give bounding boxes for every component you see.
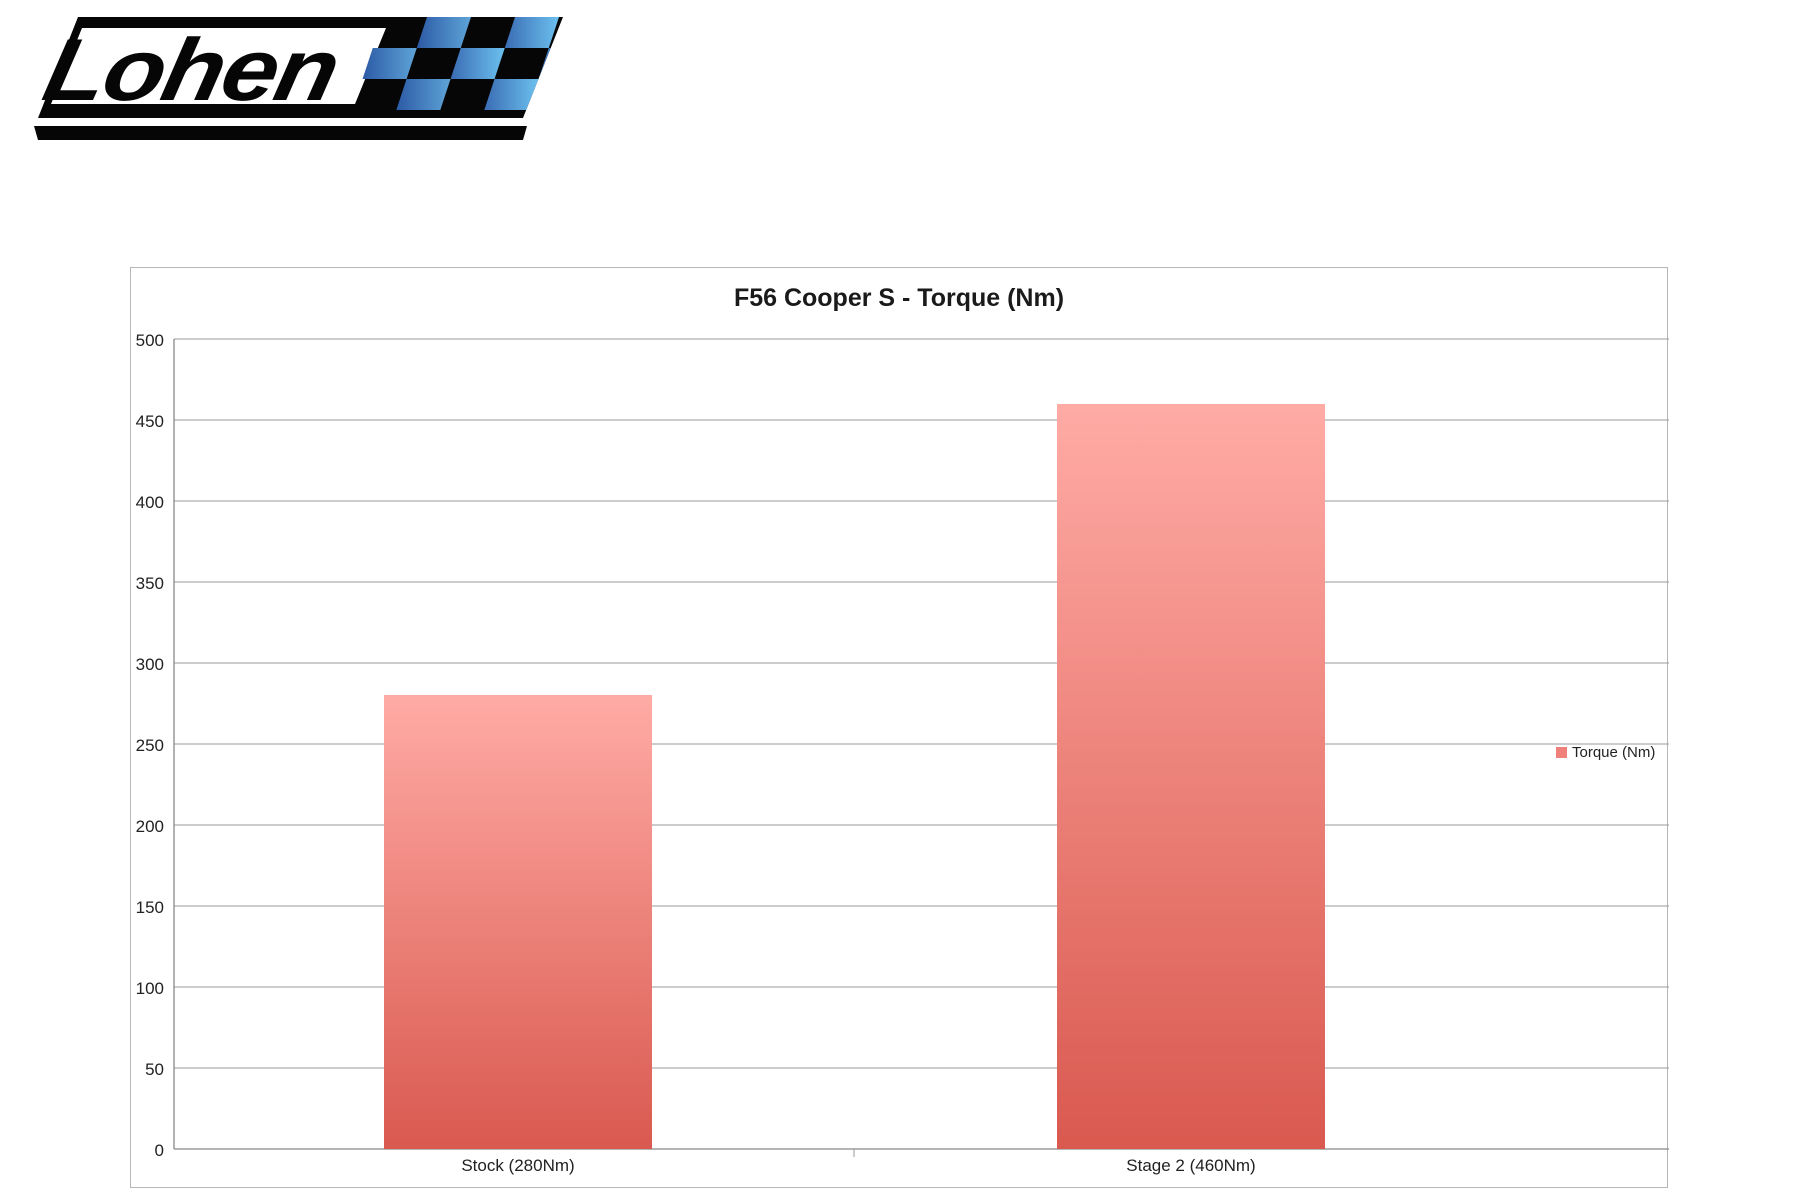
svg-text:Lohen: Lohen [36, 20, 347, 119]
